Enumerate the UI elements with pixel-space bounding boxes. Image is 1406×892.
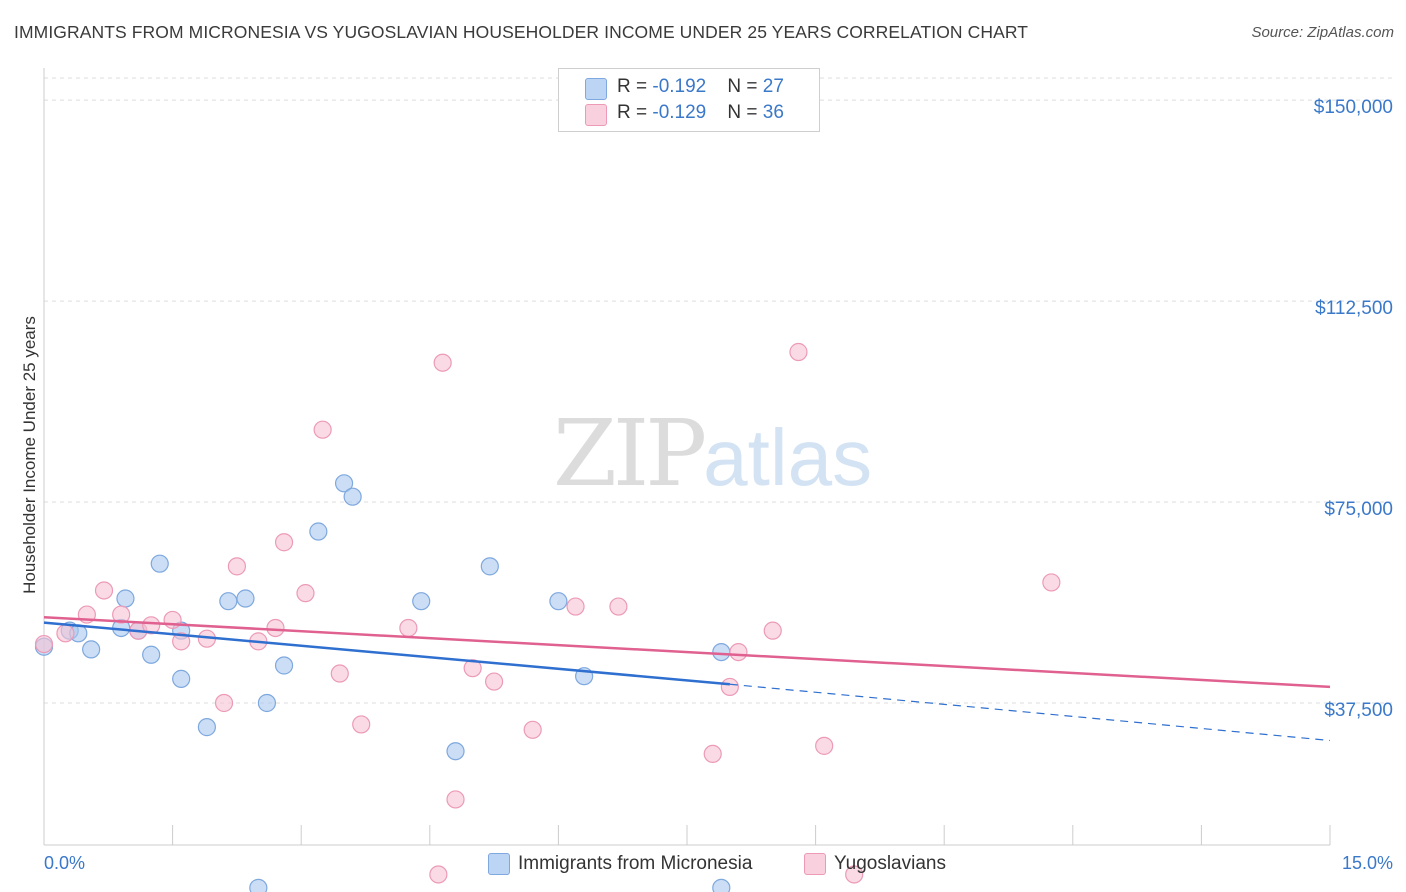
micronesia-point [150, 554, 169, 573]
yugoslavian-point [729, 642, 748, 662]
watermark-zip: ZIP [553, 400, 707, 507]
micronesia-point [249, 878, 268, 892]
yugoslavian-point [266, 618, 285, 638]
yugoslavian-point [112, 605, 131, 624]
yugoslavian-point [446, 790, 465, 809]
yugoslavian-point [330, 664, 349, 683]
r-label: R = [617, 102, 653, 123]
yugoslavian-point [34, 634, 54, 654]
micronesia-point [712, 878, 731, 892]
micronesia-point [172, 669, 191, 688]
yugoslavians-swatch [804, 853, 826, 875]
yugoslavian-point [399, 618, 418, 638]
micronesia-swatch [488, 853, 510, 875]
yugoslavian-point [94, 581, 114, 600]
x-tick-label: 15.0% [1342, 853, 1393, 873]
r-label: R = [617, 76, 653, 97]
micronesia-swatch [585, 78, 607, 100]
yugoslavian-point [1042, 573, 1061, 592]
micronesia-point [343, 487, 362, 506]
n-label: N = [727, 76, 763, 97]
micronesia-trendline-extension [729, 683, 1331, 742]
micronesia-point [82, 640, 101, 659]
yugoslavians-swatch [585, 104, 607, 126]
yugoslavian-point [56, 624, 75, 643]
y-axis-label: Householder Income Under 25 years [20, 316, 39, 594]
yugoslavian-point [485, 672, 504, 691]
micronesia-trendline [43, 621, 730, 686]
correlation-legend: R = -0.192 N = 27 R = -0.129 N = 36 [558, 68, 820, 132]
micronesia-point [549, 592, 568, 611]
chart-title: IMMIGRANTS FROM MICRONESIA VS YUGOSLAVIA… [14, 22, 1029, 42]
y-tick-label: $75,000 [1324, 499, 1393, 520]
micronesia-point [480, 557, 499, 576]
yugoslavian-point [274, 533, 294, 552]
yugoslavian-point [463, 659, 482, 678]
micronesia-point [412, 592, 431, 611]
micronesia-point [236, 589, 255, 608]
y-tick-label: $112,500 [1315, 298, 1393, 319]
legend-row-text: R = -0.192 N = 27 [617, 76, 784, 98]
r-value: -0.192 [652, 76, 707, 97]
yugoslavian-point [142, 616, 161, 635]
micronesia-point [274, 656, 294, 675]
yugoslavian-point [214, 693, 234, 713]
r-value: -0.129 [652, 102, 707, 123]
watermark-atlas: atlas [703, 413, 873, 502]
micronesia-point [257, 693, 277, 713]
n-label: N = [727, 102, 763, 123]
legend-label: Immigrants from Micronesia [518, 853, 753, 874]
n-value: 27 [762, 76, 784, 97]
x-tick-label: 0.0% [44, 853, 85, 873]
yugoslavian-point [429, 865, 448, 884]
micronesia-point [116, 589, 135, 608]
micronesia-point [197, 718, 216, 737]
yugoslavian-point [172, 632, 191, 651]
micronesia-point [142, 645, 161, 664]
series-legend: Immigrants from Micronesia Yugoslavians [0, 852, 1406, 878]
legend-row-text: R = -0.129 N = 36 [617, 102, 784, 124]
yugoslavian-point [227, 557, 246, 576]
yugoslavian-point [720, 677, 739, 697]
micronesia-point [446, 742, 465, 761]
yugoslavian-point [789, 342, 808, 362]
yugoslavian-point [296, 584, 315, 603]
n-value: 36 [762, 102, 784, 123]
micronesia-point [334, 474, 354, 493]
yugoslavian-point [566, 597, 585, 616]
y-tick-label: $37,500 [1324, 700, 1393, 721]
source-credit: Source: ZipAtlas.com [1251, 24, 1394, 41]
micronesia-point [219, 592, 238, 611]
yugoslavian-trendline [43, 616, 1331, 689]
y-tick-label: $150,000 [1314, 97, 1393, 118]
yugoslavian-point [433, 353, 452, 372]
yugoslavian-point [523, 720, 542, 739]
legend-label: Yugoslavians [834, 853, 946, 874]
yugoslavian-point [815, 736, 834, 755]
watermark: ZIPatlas [553, 400, 872, 507]
yugoslavian-point [313, 420, 332, 439]
yugoslavian-point [703, 744, 722, 764]
yugoslavian-point [845, 865, 864, 884]
yugoslavian-point [163, 610, 182, 630]
yugoslavian-point [352, 715, 371, 734]
yugoslavian-point [763, 621, 782, 640]
micronesia-point [309, 522, 328, 541]
yugoslavian-point [609, 597, 628, 616]
micronesia-point [712, 642, 731, 662]
